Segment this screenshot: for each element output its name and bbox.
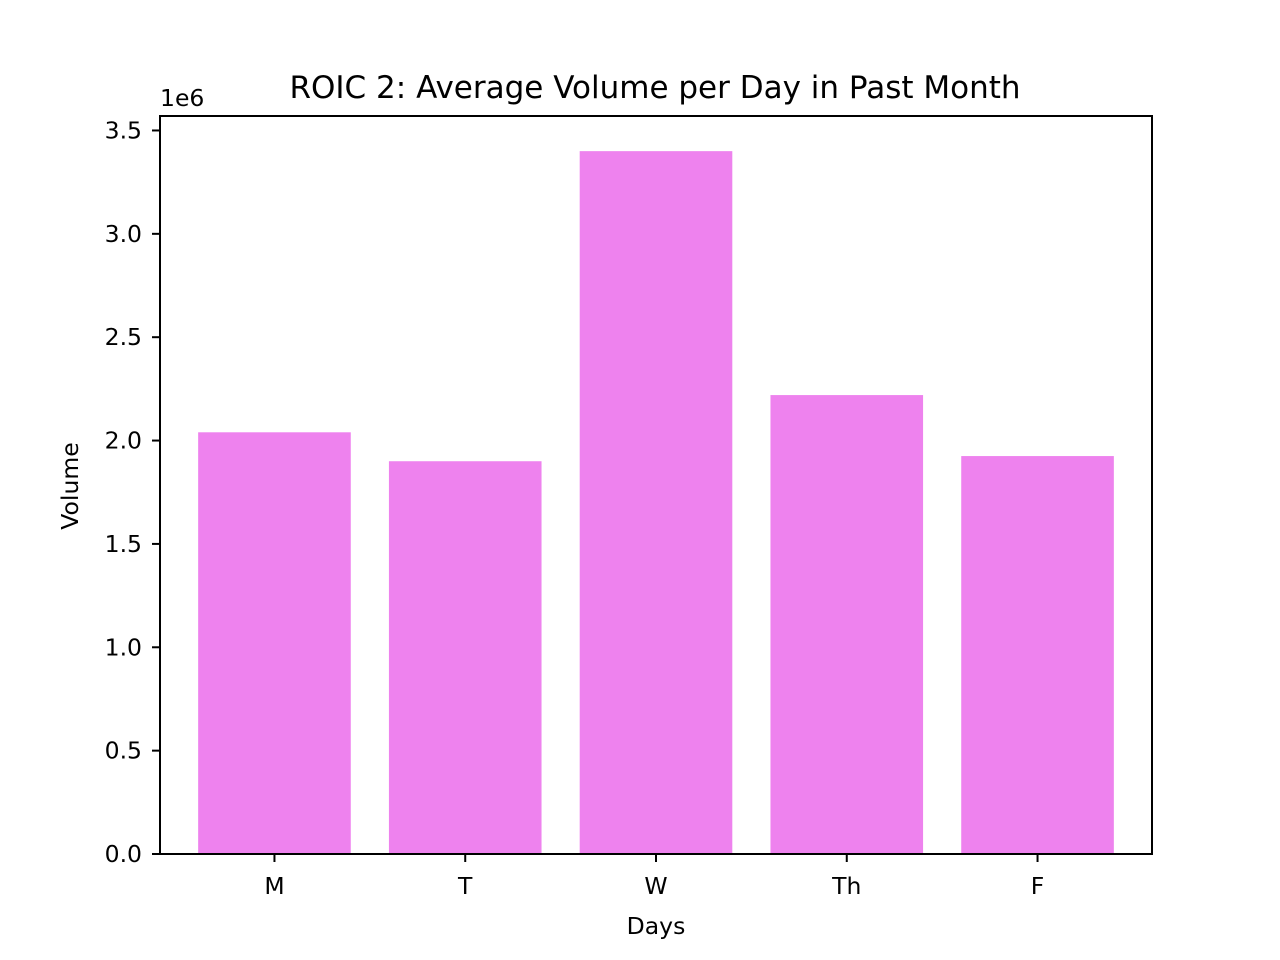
y-axis-offset-label: 1e6 <box>160 84 204 112</box>
bar-t <box>388 461 542 854</box>
y-tick-label: 0.0 <box>105 840 142 868</box>
x-tick-label-t: T <box>457 872 473 900</box>
bar-w <box>579 151 733 855</box>
y-tick-label: 1.5 <box>105 530 142 558</box>
x-tick-label-th: Th <box>831 872 861 900</box>
y-tick-label: 0.5 <box>105 737 142 765</box>
bar-m <box>198 432 351 854</box>
x-tick-label-m: M <box>264 872 284 900</box>
bars-group <box>198 151 1114 855</box>
bar-f <box>961 456 1114 854</box>
y-tick-label: 3.0 <box>105 220 142 248</box>
chart-title: ROIC 2: Average Volume per Day in Past M… <box>289 70 1020 106</box>
y-tick-label: 2.5 <box>105 323 142 351</box>
x-tick-label-f: F <box>1031 872 1045 900</box>
y-axis: 0.0 0.5 1.0 1.5 2.0 2.5 3.0 3.5 <box>105 116 160 868</box>
x-axis: M T W Th F <box>264 854 1044 900</box>
bar-th <box>770 395 924 854</box>
y-tick-label: 2.0 <box>105 427 142 455</box>
y-tick-label: 1.0 <box>105 633 142 661</box>
y-tick-label: 3.5 <box>105 116 142 144</box>
x-tick-label-w: W <box>644 872 667 900</box>
x-axis-label: Days <box>627 912 686 940</box>
y-axis-label: Volume <box>56 442 84 529</box>
